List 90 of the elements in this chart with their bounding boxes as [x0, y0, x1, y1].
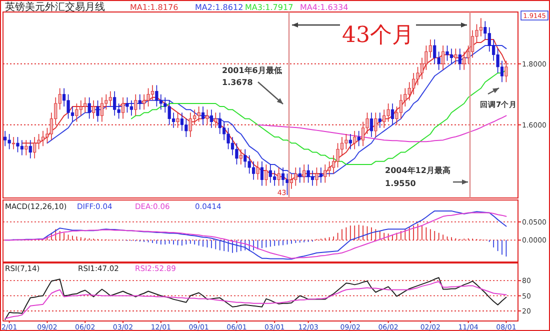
- candlestick: [382, 109, 386, 128]
- candlestick: [328, 161, 331, 178]
- candlestick: [248, 154, 251, 174]
- candlestick: [230, 136, 234, 156]
- candlestick: [96, 100, 100, 122]
- candlestick: [84, 96, 87, 114]
- candlestick: [353, 130, 356, 150]
- candlestick: [390, 103, 394, 126]
- candlestick: [450, 48, 454, 64]
- text: MA4:1.6334: [300, 3, 348, 12]
- candlestick: [433, 39, 436, 64]
- candlestick: [226, 127, 230, 150]
- candlestick: [344, 134, 348, 150]
- candlestick: [197, 106, 200, 122]
- candlestick: [286, 173, 289, 196]
- candlestick: [462, 51, 466, 70]
- annotation: 2004年12月最高 1.9550: [385, 165, 450, 188]
- candlestick: [416, 66, 420, 86]
- candlestick: [100, 96, 104, 122]
- candlestick: [188, 112, 192, 138]
- candlestick: [239, 148, 242, 165]
- candlestick: [454, 48, 458, 64]
- candlestick: [92, 100, 96, 120]
- candlestick: [121, 96, 125, 120]
- text: MA2:1.8612: [195, 3, 244, 12]
- candlestick: [16, 136, 20, 153]
- candlestick: [244, 148, 247, 168]
- candlestick: [66, 94, 70, 120]
- candlestick: [201, 106, 205, 126]
- candlestick: [37, 134, 40, 150]
- candlestick: [310, 170, 314, 186]
- candlestick: [113, 90, 116, 116]
- candlestick: [20, 140, 24, 156]
- candlestick: [348, 134, 352, 150]
- candlestick: [268, 164, 272, 184]
- candlestick: [488, 26, 491, 52]
- candlestick: [184, 118, 188, 138]
- text: MA1:1.8176: [130, 3, 178, 12]
- candlestick: [41, 130, 45, 147]
- text: MA3:1.7917: [245, 3, 294, 12]
- candlestick: [479, 18, 482, 37]
- candlestick: [126, 96, 129, 114]
- candlestick: [130, 100, 133, 116]
- candlestick: [424, 45, 428, 70]
- line-series: [257, 115, 507, 142]
- candlestick: [374, 112, 378, 138]
- candlestick: [378, 112, 382, 128]
- candlestick: [150, 84, 154, 101]
- candlestick: [336, 142, 340, 168]
- candlestick: [235, 142, 238, 165]
- candlestick: [142, 94, 146, 110]
- candlestick: [155, 84, 158, 107]
- candlestick: [206, 109, 209, 126]
- candlestick: [108, 90, 112, 107]
- candlestick: [218, 112, 222, 134]
- candlestick: [214, 112, 218, 128]
- candlestick: [138, 94, 142, 110]
- candlestick: [176, 112, 180, 128]
- candlestick: [370, 112, 374, 138]
- chart-title: 英镑美元外汇交易月线: [5, 1, 105, 13]
- candlestick: [79, 100, 82, 116]
- candlestick: [88, 96, 91, 120]
- annotation: 2001年6月最低 1.3678: [222, 66, 282, 87]
- candlestick: [134, 94, 138, 116]
- candlestick: [260, 161, 264, 186]
- candlestick: [361, 121, 365, 147]
- candlestick: [273, 170, 276, 186]
- candlestick: [357, 130, 360, 147]
- candlestick: [8, 134, 11, 150]
- candlestick: [168, 100, 171, 126]
- candlestick: [281, 167, 285, 186]
- candlestick: [408, 82, 411, 101]
- candlestick: [306, 164, 310, 184]
- candlestick: [180, 112, 184, 132]
- candlestick: [210, 109, 213, 128]
- candlestick: [75, 103, 78, 122]
- candlestick: [458, 48, 462, 70]
- candlestick: [441, 45, 445, 70]
- candlestick: [496, 48, 500, 74]
- annotation: 43个月: [342, 23, 414, 48]
- candlestick: [4, 130, 7, 147]
- candlestick: [159, 94, 162, 110]
- candlestick: [319, 167, 322, 184]
- candlestick: [28, 140, 32, 159]
- candlestick: [386, 103, 390, 122]
- candlestick: [446, 45, 449, 62]
- candlestick: [298, 167, 302, 184]
- candlestick: [146, 88, 150, 107]
- candlestick: [33, 136, 36, 159]
- candlestick: [24, 140, 28, 156]
